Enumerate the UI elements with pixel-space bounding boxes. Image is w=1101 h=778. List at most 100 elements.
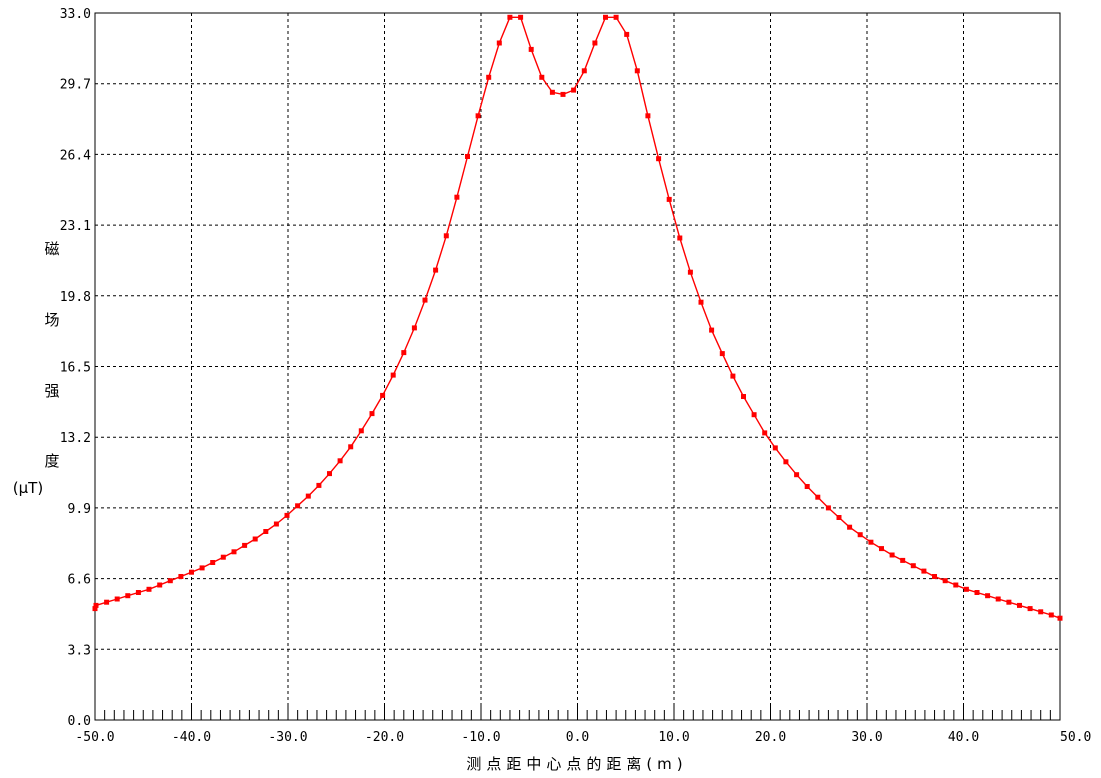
y-axis-title-part: 场 xyxy=(44,311,59,329)
x-tick-label: 10.0 xyxy=(658,730,689,745)
data-point xyxy=(486,74,492,80)
y-tick-label: 16.5 xyxy=(60,361,91,376)
series-line xyxy=(94,16,1061,619)
data-point xyxy=(465,154,470,159)
data-point xyxy=(433,267,439,273)
data-point xyxy=(634,68,640,74)
x-tick-label: 20.0 xyxy=(755,730,786,745)
data-point xyxy=(422,297,428,303)
data-point xyxy=(995,596,1001,602)
data-point xyxy=(698,299,704,305)
y-tick-label: 26.4 xyxy=(60,148,91,163)
data-point xyxy=(1027,606,1033,612)
y-tick-label: 33.0 xyxy=(60,7,91,22)
data-point xyxy=(443,233,449,239)
data-point xyxy=(167,578,173,584)
data-point xyxy=(677,235,683,241)
data-point xyxy=(804,484,810,489)
data-point xyxy=(1048,612,1054,618)
y-axis-title-part: 强 xyxy=(44,382,59,400)
data-point xyxy=(242,542,248,548)
data-point xyxy=(114,596,120,602)
data-point xyxy=(327,471,332,477)
data-point xyxy=(709,327,715,333)
data-point xyxy=(1038,609,1044,615)
data-point xyxy=(624,31,630,37)
data-point xyxy=(719,351,725,357)
data-point xyxy=(528,46,534,52)
data-point xyxy=(189,569,194,575)
data-point xyxy=(380,392,386,398)
data-point xyxy=(772,445,778,451)
data-point xyxy=(603,14,608,20)
data-point xyxy=(815,494,821,500)
data-point xyxy=(539,74,545,80)
data-point xyxy=(581,68,587,74)
data-point xyxy=(135,590,141,595)
data-point xyxy=(157,582,163,588)
x-tick-label: 0.0 xyxy=(566,730,589,745)
y-tick-label: 3.3 xyxy=(68,643,91,658)
data-point xyxy=(687,269,693,275)
data-point xyxy=(836,515,842,520)
data-point xyxy=(220,554,226,560)
y-tick-label: 9.9 xyxy=(68,502,91,517)
y-tick-labels: 0.0 3.3 6.6 9.9 13.2 16.5 19.8 23.1 26.4 29.7 33.0 xyxy=(60,7,91,729)
data-point xyxy=(825,505,831,511)
data-point xyxy=(316,482,322,488)
x-minor-ticks xyxy=(94,706,1061,720)
data-point xyxy=(348,444,354,450)
data-point xyxy=(337,458,343,464)
data-point xyxy=(592,40,598,46)
data-point xyxy=(751,412,757,418)
data-point xyxy=(741,394,746,399)
x-tick-label: -10.0 xyxy=(461,730,500,745)
data-point xyxy=(92,606,98,612)
data-point xyxy=(762,430,768,436)
y-tick-label: 6.6 xyxy=(68,573,91,588)
data-point xyxy=(645,113,651,119)
data-point xyxy=(125,593,131,599)
data-point xyxy=(794,472,800,478)
data-point xyxy=(358,428,364,434)
series-markers xyxy=(92,14,1063,621)
data-point xyxy=(879,546,884,552)
data-point xyxy=(305,493,311,499)
data-point xyxy=(666,196,672,202)
x-tick-label: 40.0 xyxy=(948,730,979,745)
data-point xyxy=(104,599,110,605)
data-point xyxy=(889,552,895,558)
data-point xyxy=(783,459,789,465)
data-point xyxy=(93,602,99,608)
data-point xyxy=(953,582,959,588)
y-tick-label: 0.0 xyxy=(68,714,91,729)
y-axis-title-part: 度 xyxy=(44,452,59,470)
data-point xyxy=(868,539,874,545)
data-point xyxy=(847,524,853,530)
data-point xyxy=(656,156,662,162)
data-point xyxy=(284,512,290,518)
x-tick-label: -40.0 xyxy=(172,730,211,745)
data-point xyxy=(1057,615,1063,621)
data-point xyxy=(1017,602,1022,608)
y-tick-label: 29.7 xyxy=(60,78,91,93)
data-point xyxy=(411,325,417,331)
data-point xyxy=(475,113,481,119)
data-point xyxy=(963,586,969,592)
data-point xyxy=(263,529,269,534)
data-point xyxy=(613,14,619,20)
data-point xyxy=(231,549,237,555)
x-axis-title: 测点距中心点的距离(m) xyxy=(466,755,687,773)
data-point xyxy=(857,532,863,538)
data-point xyxy=(178,574,184,579)
y-axis-title-part: 磁 xyxy=(44,240,59,258)
data-point xyxy=(730,373,736,379)
y-tick-label: 19.8 xyxy=(60,290,91,305)
data-point xyxy=(295,503,301,509)
y-tick-label: 23.1 xyxy=(60,219,91,234)
data-point xyxy=(199,565,205,571)
data-point xyxy=(369,411,375,417)
data-point xyxy=(401,350,407,356)
x-tick-label: -50.0 xyxy=(75,730,114,745)
